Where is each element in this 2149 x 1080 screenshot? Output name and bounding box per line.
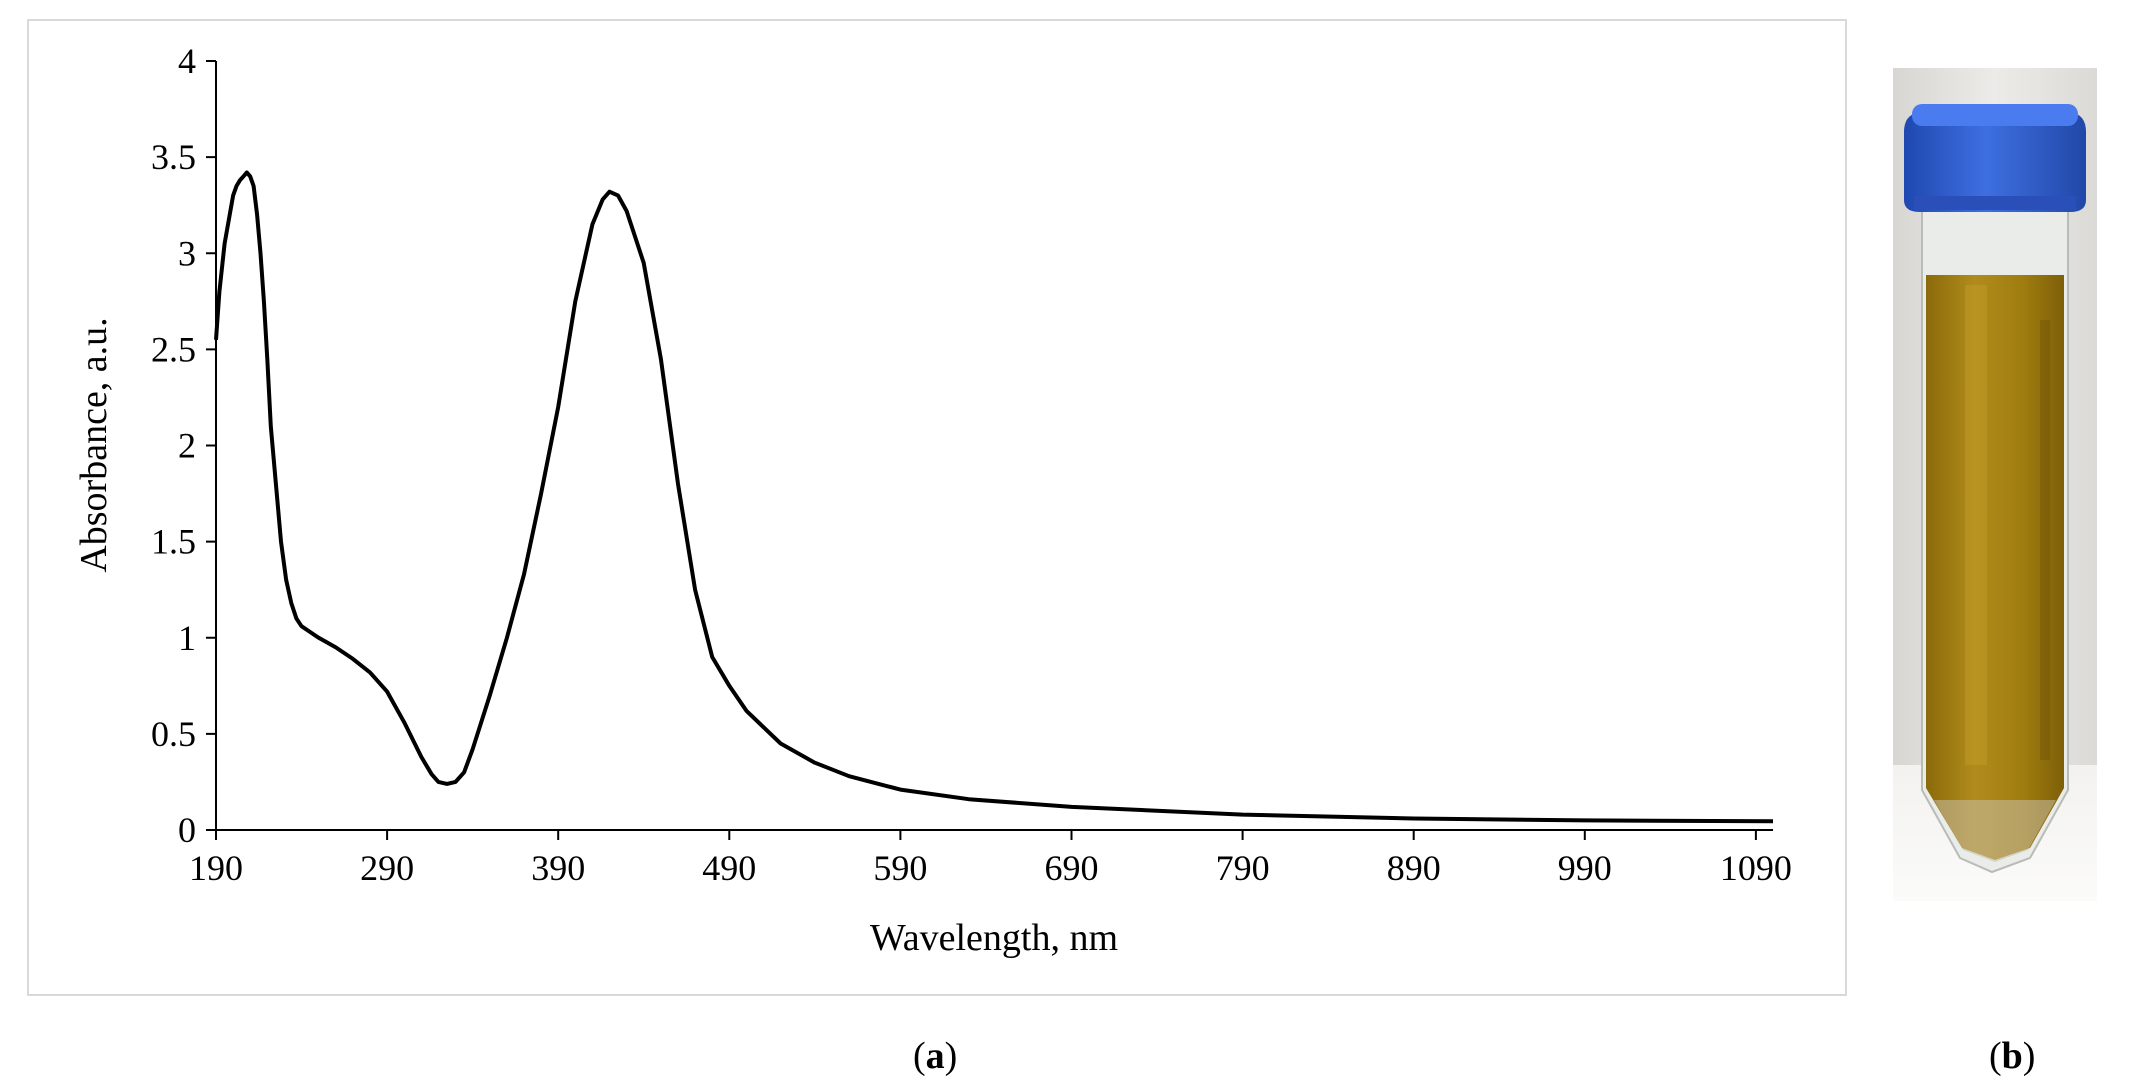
panel-label-b: (b) <box>1989 1035 2036 1077</box>
x-tick-label: 790 <box>1216 848 1270 888</box>
panel-label-b-text: b <box>2001 1035 2023 1077</box>
panel-label-a-text: a <box>925 1035 945 1077</box>
x-tick-label: 690 <box>1044 848 1098 888</box>
cap-top <box>1912 104 2078 126</box>
y-tick-label: 1.5 <box>151 522 196 562</box>
absorbance-line <box>214 170 1774 824</box>
y-tick-label: 2 <box>178 426 196 466</box>
x-tick-label: 390 <box>531 848 585 888</box>
plot-area: 190 290 390 490 590 690 790 890 990 1090 0 0.5 1 1.5… <box>73 41 1792 959</box>
y-tick-label: 4 <box>178 41 196 81</box>
tube-cap <box>1904 112 2086 212</box>
y-tick-label: 3 <box>178 233 196 273</box>
x-tick-label: 490 <box>702 848 756 888</box>
tube-tip <box>1934 800 2056 862</box>
y-tick-label: 2.5 <box>151 329 196 369</box>
liquid-highlight <box>1965 285 1987 765</box>
tube-liquid <box>1926 275 2064 860</box>
cap-rim <box>1914 196 2076 210</box>
panel-label-a: (a) <box>913 1035 958 1077</box>
x-tick-label: 990 <box>1558 848 1612 888</box>
y-ticks: 0 0.5 1 1.5 2 2.5 3 3.5 4 <box>151 41 216 850</box>
x-tick-label: 890 <box>1387 848 1441 888</box>
y-tick-label: 3.5 <box>151 137 196 177</box>
x-tick-label: 1090 <box>1720 848 1792 888</box>
y-axis-title: Absorbance, a.u. <box>73 317 115 572</box>
sample-tube-photo <box>1893 68 2097 901</box>
chart-frame <box>27 19 1847 996</box>
x-tick-label: 290 <box>360 848 414 888</box>
x-tick-label: 190 <box>189 848 243 888</box>
x-axis-title: Wavelength, nm <box>870 917 1118 959</box>
y-tick-label: 0.5 <box>151 714 196 754</box>
y-tick-label: 1 <box>178 618 196 658</box>
tube-glare <box>2040 320 2050 760</box>
y-tick-label: 0 <box>178 810 196 850</box>
x-ticks: 190 290 390 490 590 690 790 890 990 1090 <box>189 830 1792 888</box>
x-tick-label: 590 <box>873 848 927 888</box>
